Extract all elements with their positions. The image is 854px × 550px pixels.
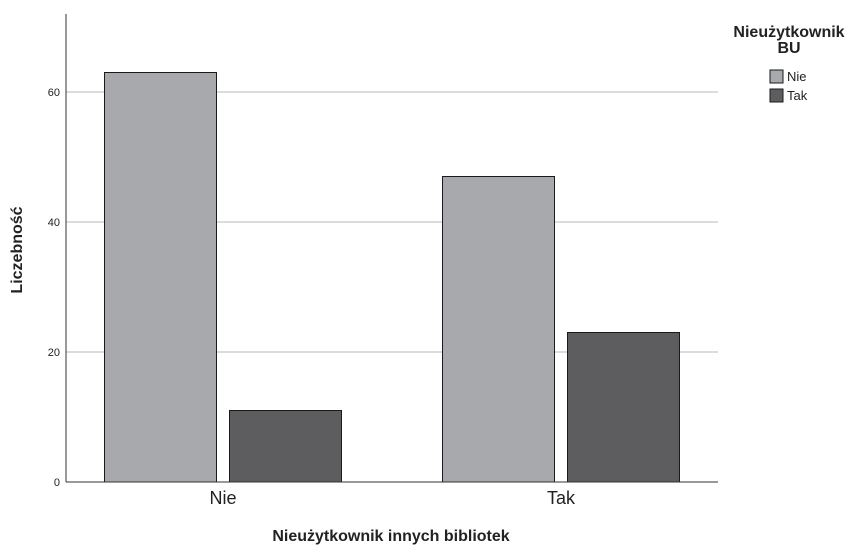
legend-label-nie: Nie — [787, 69, 807, 84]
x-category-label-tak: Tak — [547, 488, 576, 508]
x-category-label-nie: Nie — [209, 488, 236, 508]
legend-title-line2: BU — [777, 40, 800, 57]
y-tick-labels: 0 20 40 60 — [48, 87, 60, 489]
bar-nie-tak — [229, 410, 342, 483]
x-category-labels: Nie Tak — [209, 488, 576, 508]
legend-swatch-nie — [769, 69, 784, 84]
y-tick-label-40: 40 — [48, 217, 60, 229]
y-axis-title: Liczebność — [9, 206, 26, 293]
bar-tak-tak — [567, 332, 680, 483]
bar-nie-nie — [104, 72, 217, 483]
legend-label-tak: Tak — [787, 88, 808, 103]
y-tick-label-60: 60 — [48, 87, 60, 99]
legend-title-line1: Nieużytkownik — [733, 24, 844, 41]
axes — [65, 14, 718, 483]
legend-swatch-tak — [769, 88, 784, 103]
bar-tak-nie — [442, 176, 555, 483]
y-tick-label-0: 0 — [54, 477, 60, 489]
x-axis-title: Nieużytkownik innych bibliotek — [272, 528, 509, 545]
y-tick-label-20: 20 — [48, 347, 60, 359]
legend: Nieużytkownik BU Nie Tak — [733, 24, 844, 103]
bars — [104, 72, 680, 483]
